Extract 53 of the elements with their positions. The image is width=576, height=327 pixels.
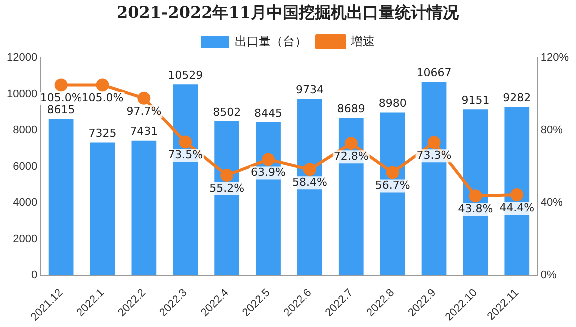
- point: [54, 78, 68, 92]
- bar: [48, 119, 74, 276]
- y2-tick-label: 80%: [540, 124, 564, 137]
- data-label: 10529: [168, 69, 204, 82]
- point: [138, 92, 151, 105]
- data-label: 9282: [503, 92, 532, 105]
- legend-label: 增速: [350, 34, 375, 48]
- data-label: 8980: [378, 97, 407, 110]
- data-label: 56.7%: [375, 179, 410, 192]
- data-label: 7431: [130, 125, 158, 138]
- data-label: 8445: [254, 106, 283, 120]
- y-tick-label: 2000: [13, 233, 38, 246]
- data-label: 44.4%: [500, 201, 535, 214]
- point: [262, 153, 276, 166]
- data-label: 8502: [213, 106, 242, 119]
- point: [96, 78, 110, 92]
- point: [386, 166, 400, 180]
- point: [510, 188, 524, 202]
- y-tick-label: 10000: [6, 88, 38, 100]
- data-label: 73.3%: [416, 149, 452, 162]
- point: [220, 168, 234, 182]
- y-tick-label: 12000: [6, 52, 38, 64]
- point: [469, 190, 482, 203]
- y-tick-label: 8000: [13, 124, 38, 137]
- data-label: 105.0%: [82, 92, 124, 105]
- y-tick-label: 0: [31, 270, 38, 282]
- bar: [90, 142, 116, 276]
- data-label: 72.8%: [334, 150, 369, 163]
- data-label: 7325: [88, 127, 117, 140]
- bar: [132, 140, 157, 276]
- data-label: 105.0%: [40, 92, 82, 105]
- data-label: 43.8%: [458, 202, 494, 216]
- data-label: 9734: [296, 83, 324, 96]
- point: [344, 137, 358, 150]
- y-tick-label: 6000: [13, 160, 38, 173]
- data-label: 8615: [47, 104, 76, 117]
- data-label: 8689: [337, 102, 366, 116]
- legend-label: 出口量（台）: [235, 34, 307, 48]
- point: [179, 136, 192, 149]
- data-label: 58.4%: [292, 176, 328, 190]
- data-label: 97.7%: [126, 104, 162, 118]
- data-label: 73.5%: [168, 148, 204, 162]
- y2-tick-label: 120%: [540, 52, 570, 64]
- data-label: 9151: [462, 94, 490, 108]
- data-label: 63.9%: [251, 166, 286, 180]
- data-label: 55.2%: [210, 182, 245, 195]
- point: [303, 163, 316, 176]
- point: [428, 136, 441, 150]
- y2-tick-label: 40%: [540, 197, 564, 210]
- data-label: 10667: [416, 66, 452, 80]
- y-tick-label: 4000: [13, 197, 38, 210]
- y2-tick-label: 0%: [540, 270, 557, 282]
- chart-title: 2021-2022年11月中国挖掘机出口量统计情况: [116, 2, 460, 24]
